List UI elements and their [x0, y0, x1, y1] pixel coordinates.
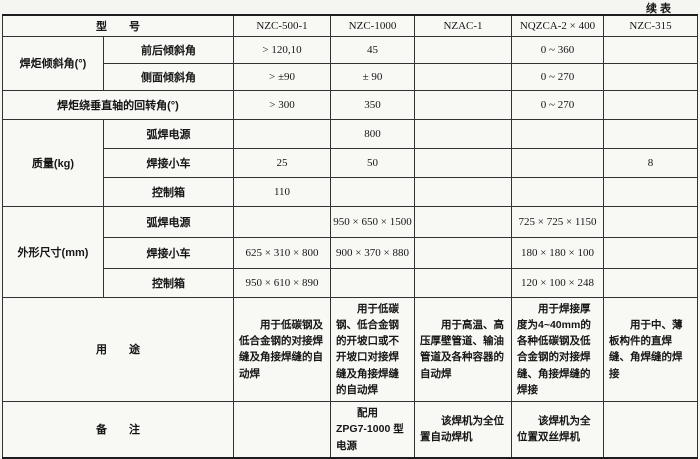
group-label-cell: 质量(kg): [2, 118, 104, 207]
value-cell: > 300: [233, 89, 331, 120]
row-label-cell: 侧面倾斜角: [103, 62, 234, 91]
value-cell: 50: [330, 147, 415, 178]
model-header-label: 型 号: [2, 14, 234, 37]
row-label-cell: 焊接小车: [103, 147, 234, 178]
value-cell: 625 × 310 × 800: [233, 236, 331, 269]
value-cell: [603, 205, 698, 238]
row-label-cell: 控制箱: [103, 267, 234, 298]
table-row: 控制箱 950 × 610 × 890 120 × 100 × 248: [3, 267, 698, 298]
value-cell: [414, 62, 512, 91]
usage-text-cell: 用于低碳钢及低合金钢的对接焊缝及角接焊缝的自动焊: [233, 296, 331, 403]
value-cell: [511, 147, 604, 178]
row-label-cell: 控制箱: [103, 176, 234, 207]
value-cell: 120 × 100 × 248: [511, 267, 604, 298]
table-row: 焊炬倾斜角(°) 前后倾斜角 > 120,10 45 0 ~ 360: [2, 35, 698, 91]
table-row: 备 注 配用 ZPG7-1000 型电源 该焊机为全位置自动焊机 该焊机为全位置…: [2, 401, 698, 459]
value-cell: 0 ~ 270: [511, 89, 604, 120]
value-cell: [414, 267, 512, 298]
usage-text-cell: 用于中、薄板构件的直焊缝、角焊缝的焊接: [603, 296, 698, 403]
value-cell: 45: [330, 35, 415, 64]
value-cell: [603, 62, 698, 91]
model-header-cell: NZC-315: [603, 14, 698, 37]
model-header-cell: NZC-1000: [330, 14, 415, 37]
group-label-cell: 外形尺寸(mm): [2, 205, 104, 298]
usage-text-cell: 用于焊接厚度为4~40mm的各种低碳钢及低合金钢的对接焊缝、角接焊缝的焊接: [511, 296, 604, 403]
table-row: 控制箱 110: [3, 176, 698, 207]
value-cell: [603, 176, 698, 207]
value-cell: [414, 147, 512, 178]
value-cell: [603, 236, 698, 269]
value-cell: [414, 176, 512, 207]
row-label-cell: 焊炬绕垂直轴的回转角(°): [2, 89, 234, 120]
value-cell: [603, 267, 698, 298]
value-cell: [330, 267, 415, 298]
row-label-cell: 焊接小车: [103, 236, 234, 269]
value-cell: [414, 236, 512, 269]
value-cell: [414, 89, 512, 120]
value-cell: 900 × 370 × 880: [330, 236, 415, 269]
value-cell: [233, 205, 331, 238]
value-cell: [603, 89, 698, 120]
value-cell: 350: [330, 89, 415, 120]
value-cell: 725 × 725 × 1150: [511, 205, 604, 238]
model-header-cell: NZAC-1: [414, 14, 512, 37]
value-cell: 800: [330, 118, 415, 149]
value-cell: [414, 205, 512, 238]
scanned-document-page: 续表 型 号 NZC-500-1 NZC-1000 NZAC-1 NQZCA-2…: [2, 3, 698, 459]
remark-text-cell: [233, 401, 331, 459]
row-label-cell: 备 注: [2, 401, 234, 459]
value-cell: [603, 118, 698, 149]
table-row: 用 途 用于低碳钢及低合金钢的对接焊缝及角接焊缝的自动焊 用于低碳钢、低合金钢的…: [2, 296, 698, 403]
value-cell: 0 ~ 270: [511, 62, 604, 91]
value-cell: 180 × 180 × 100: [511, 236, 604, 269]
value-cell: 25: [233, 147, 331, 178]
row-label-cell: 用 途: [2, 296, 234, 403]
row-label-cell: 弧焊电源: [103, 118, 234, 149]
continued-table-label: 续表: [646, 3, 674, 15]
table-row: 焊炬绕垂直轴的回转角(°) > 300 350 0 ~ 270: [2, 89, 698, 120]
usage-text-cell: 用于高温、高压厚壁管道、输油管道及各种容器的自动焊: [414, 296, 512, 403]
value-cell: [603, 35, 698, 64]
row-label-cell: 弧焊电源: [103, 205, 234, 238]
value-cell: 0 ~ 360: [511, 35, 604, 64]
remark-text-cell: 配用 ZPG7-1000 型电源: [330, 401, 415, 459]
value-cell: 950 × 650 × 1500: [330, 205, 415, 238]
value-cell: 950 × 610 × 890: [233, 267, 331, 298]
value-cell: ± 90: [330, 62, 415, 91]
remark-text-cell: 该焊机为全位置双丝焊机: [511, 401, 604, 459]
model-header-cell: NQZCA-2 × 400: [511, 14, 604, 37]
model-header-cell: NZC-500-1: [233, 14, 331, 37]
value-cell: > 120,10: [233, 35, 331, 64]
value-cell: 8: [603, 147, 698, 178]
spec-table: 型 号 NZC-500-1 NZC-1000 NZAC-1 NQZCA-2 × …: [2, 14, 698, 459]
value-cell: 110: [233, 176, 331, 207]
table-row: 外形尺寸(mm) 弧焊电源 950 × 650 × 1500 725 × 725…: [2, 205, 698, 298]
group-label-cell: 焊炬倾斜角(°): [2, 35, 104, 91]
table-row: 焊接小车 25 50 8: [3, 147, 698, 178]
table-row: 焊接小车 625 × 310 × 800 900 × 370 × 880 180…: [3, 236, 698, 269]
value-cell: [511, 118, 604, 149]
value-cell: [233, 118, 331, 149]
value-cell: [414, 35, 512, 64]
table-header-row: 型 号 NZC-500-1 NZC-1000 NZAC-1 NQZCA-2 × …: [2, 14, 698, 37]
row-label-cell: 前后倾斜角: [103, 35, 234, 64]
table-row: 侧面倾斜角 > ±90 ± 90 0 ~ 270: [3, 62, 698, 91]
value-cell: [330, 176, 415, 207]
value-cell: [414, 118, 512, 149]
table-row: 质量(kg) 弧焊电源 800: [2, 118, 698, 207]
value-cell: > ±90: [233, 62, 331, 91]
remark-text-cell: 该焊机为全位置自动焊机: [414, 401, 512, 459]
remark-text-cell: [603, 401, 698, 459]
value-cell: [511, 176, 604, 207]
usage-text-cell: 用于低碳钢、低合金钢的开坡口或不开坡口对接焊缝及角接焊缝的自动焊: [330, 296, 415, 403]
